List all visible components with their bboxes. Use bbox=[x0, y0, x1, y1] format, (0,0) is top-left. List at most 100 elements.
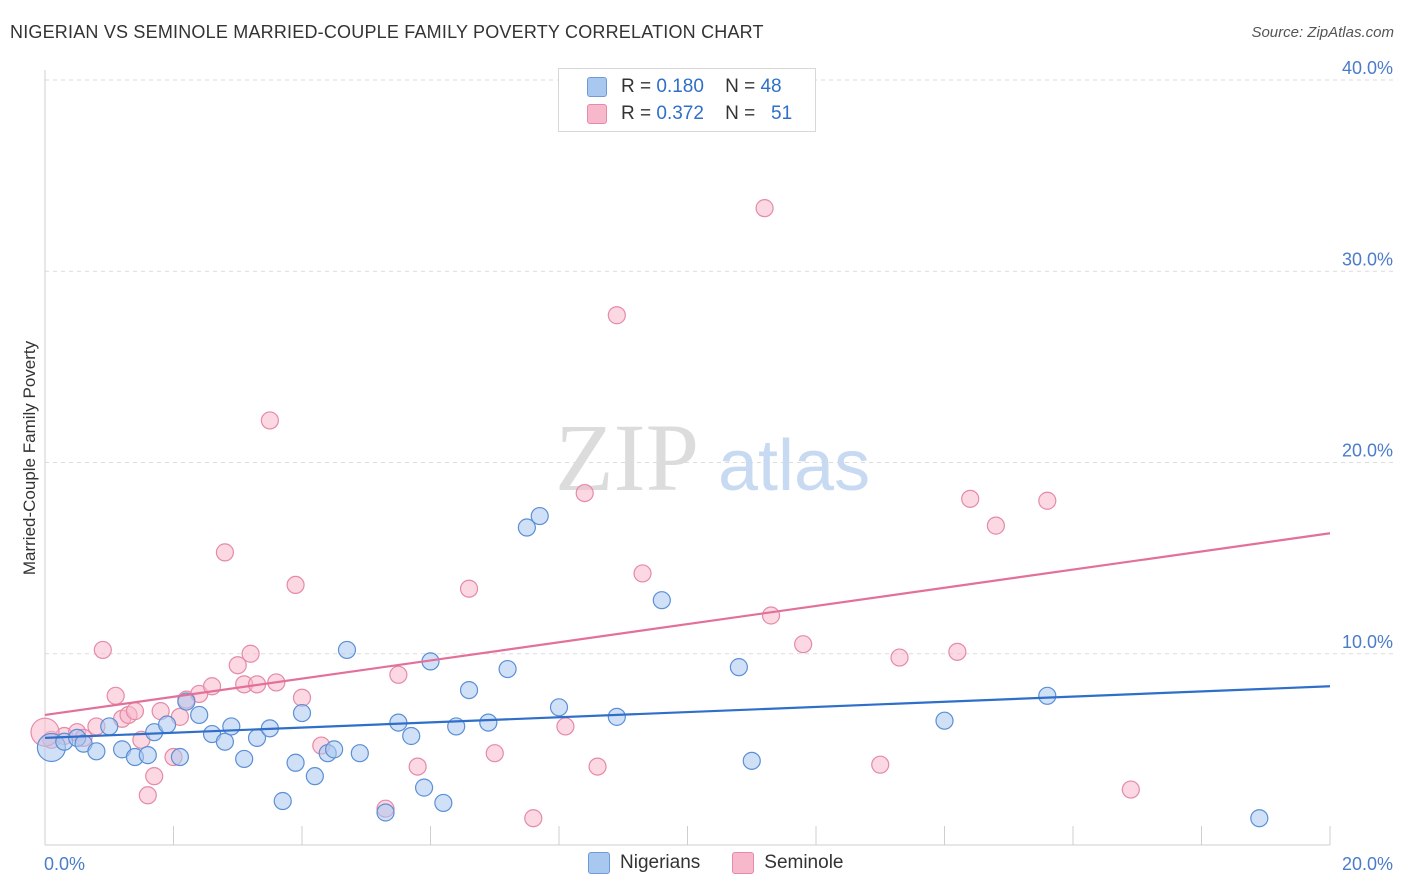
chart-title: NIGERIAN VS SEMINOLE MARRIED-COUPLE FAMI… bbox=[10, 22, 764, 42]
seminole-point bbox=[890, 648, 909, 667]
legend-n-label: N = bbox=[725, 103, 756, 124]
seminole-point bbox=[459, 579, 479, 598]
seminole-point bbox=[1038, 491, 1057, 510]
y-tick-label: 20.0% bbox=[1342, 441, 1393, 461]
seminole-point bbox=[524, 809, 543, 828]
correlation-legend: R = 0.180 N = 48 R = 0.372 N = 51 bbox=[558, 68, 816, 132]
nigerian-point bbox=[729, 658, 749, 677]
seminole-point bbox=[948, 642, 967, 661]
seminole-point bbox=[286, 575, 305, 595]
seminole-trend-line bbox=[44, 532, 1331, 717]
nigerian-point bbox=[459, 680, 479, 700]
seminole-point bbox=[607, 306, 626, 325]
nigerian-point bbox=[742, 751, 761, 770]
legend-item-nigerians: Nigerians bbox=[588, 852, 700, 874]
seminole-point bbox=[389, 665, 408, 684]
legend-n-value: 48 bbox=[760, 76, 782, 97]
seminole-point bbox=[93, 640, 112, 660]
seminole-point bbox=[575, 484, 594, 503]
nigerian-point bbox=[549, 698, 569, 717]
nigerian-point bbox=[286, 753, 305, 772]
nigerian-point bbox=[222, 717, 241, 736]
y-tick-label: 10.0% bbox=[1342, 632, 1393, 652]
legend-label-seminole: Seminole bbox=[764, 852, 844, 873]
seminole-point bbox=[106, 686, 125, 705]
nigerian-point bbox=[350, 744, 369, 763]
legend-label-nigerians: Nigerians bbox=[620, 852, 701, 873]
seminole-point bbox=[485, 744, 504, 763]
x-ticks bbox=[173, 826, 1331, 845]
nigerian-point bbox=[935, 711, 954, 730]
seminole-point bbox=[871, 755, 890, 774]
nigerian-point bbox=[138, 746, 157, 765]
legend-row-nigerians: R = 0.180 N = 48 bbox=[587, 75, 782, 99]
seminole-point bbox=[986, 516, 1006, 535]
seminole-point bbox=[241, 644, 260, 663]
nigerian-point bbox=[305, 767, 324, 786]
legend-r-value: 0.372 bbox=[656, 103, 704, 124]
nigerian-point bbox=[235, 749, 254, 769]
nigerian-point bbox=[292, 703, 312, 723]
legend-n-label: N = bbox=[725, 76, 756, 97]
nigerian-point bbox=[337, 640, 357, 660]
y-axis-label: Married-Couple Family Poverty bbox=[20, 340, 39, 575]
nigerian-point bbox=[434, 793, 453, 813]
legend-swatch-nigerians bbox=[588, 852, 610, 874]
seminole-point bbox=[292, 688, 312, 707]
y-tick-labels: 10.0% 20.0% 30.0% 40.0% bbox=[1342, 58, 1393, 652]
nigerian-point bbox=[215, 732, 234, 751]
y-tick-label: 30.0% bbox=[1342, 249, 1393, 269]
nigerian-point bbox=[190, 705, 209, 725]
legend-r-label: R = bbox=[621, 76, 652, 97]
grid-lines bbox=[45, 79, 1395, 655]
nigerian-point bbox=[177, 692, 196, 711]
nigerian-point bbox=[1038, 686, 1057, 705]
legend-r-value: 0.180 bbox=[656, 76, 704, 97]
seminole-point bbox=[408, 757, 427, 776]
nigerian-point bbox=[376, 803, 395, 822]
seminole-point bbox=[556, 717, 575, 736]
y-tick-label: 40.0% bbox=[1342, 58, 1393, 78]
nigerian-point bbox=[607, 707, 626, 726]
nigerian-point bbox=[414, 778, 434, 797]
nigerian-point bbox=[530, 506, 549, 526]
legend-swatch-seminole bbox=[732, 852, 755, 874]
legend-item-seminole: Seminole bbox=[732, 852, 843, 874]
legend-n-value: 51 bbox=[771, 103, 793, 124]
nigerian-trend-line bbox=[44, 685, 1331, 739]
seminole-point bbox=[138, 786, 157, 805]
nigerian-point bbox=[517, 518, 536, 537]
seminole-point bbox=[633, 564, 652, 583]
source-credit: Source: ZipAtlas.com bbox=[1251, 24, 1394, 41]
nigerian-point bbox=[157, 715, 177, 734]
nigerian-point bbox=[652, 591, 671, 610]
seminole-point bbox=[145, 767, 164, 786]
nigerian-point bbox=[325, 740, 344, 759]
nigerian-point bbox=[498, 659, 517, 679]
seminole-point bbox=[260, 411, 279, 430]
nigerian-point bbox=[273, 791, 292, 811]
seminole-point bbox=[588, 757, 607, 776]
nigerian-point bbox=[479, 713, 498, 732]
x-tick-label-max: 20.0% bbox=[1342, 854, 1393, 874]
nigerian-point bbox=[100, 717, 119, 736]
legend-swatch-nigerians bbox=[587, 77, 607, 97]
nigerian-point bbox=[402, 726, 421, 746]
seminole-point bbox=[215, 543, 234, 562]
x-tick-label-min: 0.0% bbox=[44, 854, 85, 874]
seminole-point bbox=[228, 656, 247, 675]
nigerian-point bbox=[87, 742, 106, 761]
seminole-point bbox=[794, 635, 813, 654]
seminole-point bbox=[961, 489, 980, 508]
seminole-point bbox=[761, 606, 781, 625]
watermark: ZIP atlas bbox=[555, 404, 870, 511]
series-legend: Nigerians Seminole bbox=[588, 852, 875, 874]
seminole-point bbox=[125, 702, 145, 721]
watermark-atlas: atlas bbox=[718, 426, 870, 506]
nigerian-point bbox=[1250, 809, 1269, 828]
legend-swatch-seminole bbox=[587, 104, 607, 124]
legend-r-label: R = bbox=[621, 103, 652, 124]
legend-row-seminole: R = 0.372 N = 51 bbox=[587, 102, 792, 126]
nigerian-point bbox=[170, 747, 190, 767]
